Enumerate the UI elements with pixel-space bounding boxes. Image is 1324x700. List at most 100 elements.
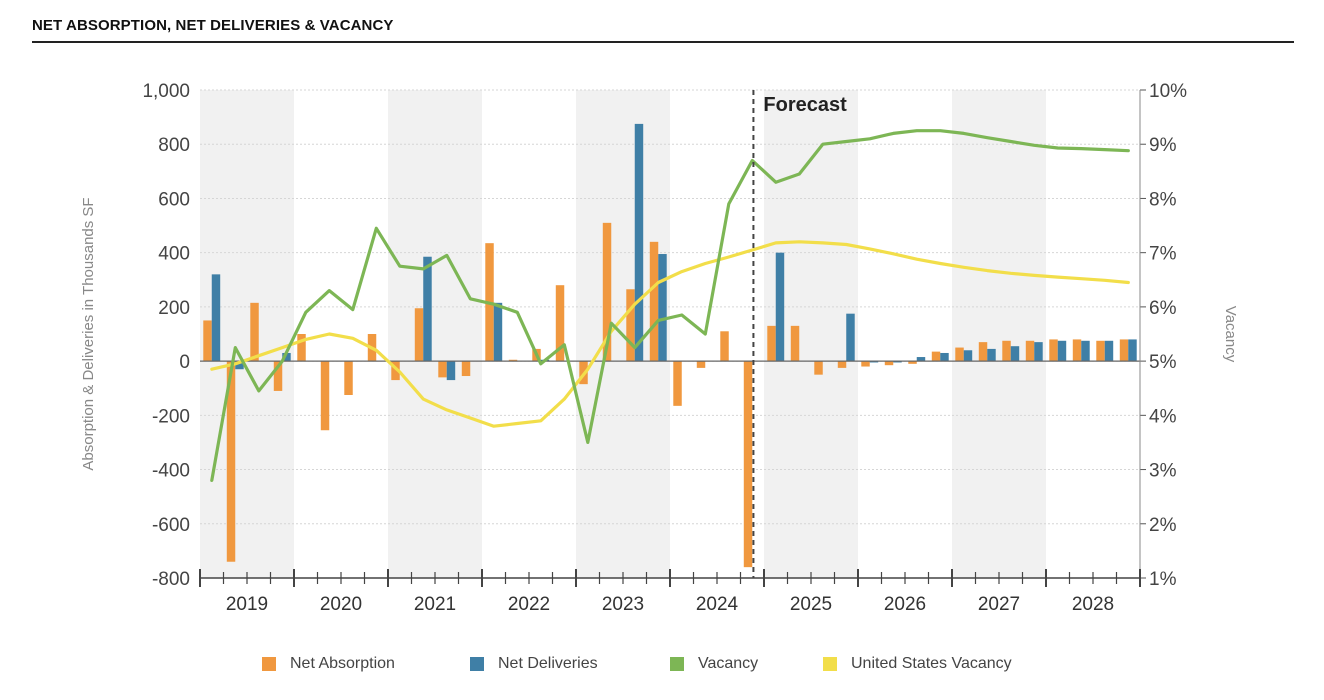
bar-net-deliveries (987, 348, 996, 362)
chart-legend: Net Absorption Net Deliveries Vacancy Un… (0, 655, 1324, 683)
bar-net-absorption (508, 359, 518, 362)
legend-label-deliveries: Net Deliveries (498, 655, 598, 672)
y-axis-title: Absorption & Deliveries in Thousands SF (80, 197, 97, 470)
legend-swatch-absorption (262, 657, 276, 671)
bar-net-absorption (1096, 340, 1105, 362)
forecast-label: Forecast (763, 94, 847, 116)
y2-tick-label: 7% (1149, 244, 1177, 265)
x-tick-label: 2026 (884, 594, 926, 615)
y2-tick-label: 2% (1149, 515, 1177, 536)
bar-net-deliveries (634, 123, 644, 362)
bar-net-absorption (767, 325, 776, 362)
bar-net-absorption (1002, 340, 1011, 362)
y-tick-label: -800 (152, 569, 190, 590)
bar-net-deliveries (1010, 346, 1020, 362)
bar-net-absorption (790, 325, 800, 362)
bar-net-deliveries (1057, 340, 1067, 362)
legend-item-us-vacancy: United States Vacancy (823, 655, 1012, 673)
y2-tick-label: 5% (1149, 352, 1177, 373)
y-tick-label: 200 (158, 298, 190, 319)
y-tick-label: 1,000 (142, 81, 190, 102)
bar-net-absorption (1072, 339, 1082, 362)
y2-tick-label: 3% (1149, 461, 1177, 482)
bar-net-absorption (273, 361, 283, 391)
y2-tick-label: 8% (1149, 189, 1177, 210)
y-tick-label: 400 (158, 244, 190, 265)
line-us-vacancy (210, 240, 1130, 428)
bar-net-absorption (931, 351, 941, 362)
legend-swatch-vacancy (670, 657, 684, 671)
x-tick-label: 2021 (414, 594, 456, 615)
line-vacancy (210, 129, 1130, 482)
x-tick-label: 2020 (320, 594, 362, 615)
chart-title: NET ABSORPTION, NET DELIVERIES & VACANCY (32, 17, 394, 34)
legend-swatch-us-vacancy (823, 657, 837, 671)
y-tick-label: -600 (152, 515, 190, 536)
y2-axis-title: Vacancy (1222, 306, 1239, 363)
bar-net-absorption (1049, 339, 1058, 362)
title-rule (32, 41, 1294, 43)
bar-net-absorption (602, 222, 612, 362)
bar-net-deliveries (211, 274, 221, 362)
legend-label-vacancy: Vacancy (698, 655, 759, 672)
bar-net-absorption (344, 361, 353, 395)
bar-net-deliveries (1081, 340, 1090, 362)
y2-tick-label: 6% (1149, 298, 1177, 319)
y2-tick-label: 10% (1149, 81, 1187, 102)
bar-net-deliveries (940, 352, 949, 362)
bar-net-absorption (814, 361, 823, 375)
x-tick-label: 2019 (226, 594, 268, 615)
bar-net-absorption (226, 361, 236, 562)
bar-net-absorption (861, 361, 870, 367)
bar-net-absorption (297, 334, 306, 362)
bar-net-deliveries (846, 313, 855, 362)
bar-net-absorption (203, 320, 212, 362)
bar-net-absorption (438, 361, 447, 378)
legend-item-deliveries: Net Deliveries (470, 655, 598, 673)
bar-net-absorption (649, 241, 659, 362)
legend-label-absorption: Net Absorption (290, 655, 395, 672)
bar-net-absorption (696, 361, 706, 368)
bar-net-absorption (955, 347, 964, 362)
x-tick-label: 2028 (1072, 594, 1114, 615)
bar-net-absorption (743, 361, 753, 568)
y2-tick-label: 1% (1149, 569, 1177, 590)
bar-net-absorption (320, 361, 330, 431)
x-tick-label: 2024 (696, 594, 739, 615)
legend-item-absorption: Net Absorption (262, 655, 395, 673)
x-tick-label: 2027 (978, 594, 1020, 615)
bar-net-absorption (626, 289, 635, 362)
bar-net-absorption (837, 361, 847, 368)
y-tick-label: 800 (158, 135, 190, 156)
x-tick-label: 2023 (602, 594, 644, 615)
bar-net-absorption (414, 308, 424, 362)
bar-net-deliveries (493, 302, 503, 362)
bar-net-deliveries (235, 361, 244, 370)
bar-net-deliveries (916, 357, 926, 362)
bar-net-absorption (250, 302, 259, 362)
bar-net-absorption (461, 361, 471, 377)
year-band (952, 90, 1046, 578)
bar-net-deliveries (658, 254, 667, 362)
bar-net-absorption (1119, 339, 1129, 362)
x-tick-label: 2022 (508, 594, 550, 615)
bar-net-deliveries (446, 361, 456, 381)
bar-net-absorption (1025, 340, 1035, 362)
y2-tick-label: 4% (1149, 406, 1177, 427)
bar-net-deliveries (1034, 342, 1043, 362)
bar-net-absorption (391, 361, 400, 381)
y-tick-label: -200 (152, 406, 190, 427)
bar-net-deliveries (893, 361, 902, 363)
legend-label-us-vacancy: United States Vacancy (851, 655, 1012, 672)
bar-net-deliveries (869, 361, 879, 363)
bar-net-absorption (720, 331, 729, 362)
year-band (388, 90, 482, 578)
y2-tick-label: 9% (1149, 135, 1177, 156)
bar-net-deliveries (775, 252, 785, 362)
bar-net-absorption (978, 342, 988, 362)
x-tick-label: 2025 (790, 594, 832, 615)
bar-net-absorption (555, 285, 565, 362)
bar-net-deliveries (282, 352, 291, 362)
legend-swatch-deliveries (470, 657, 484, 671)
y-tick-label: 600 (158, 189, 190, 210)
